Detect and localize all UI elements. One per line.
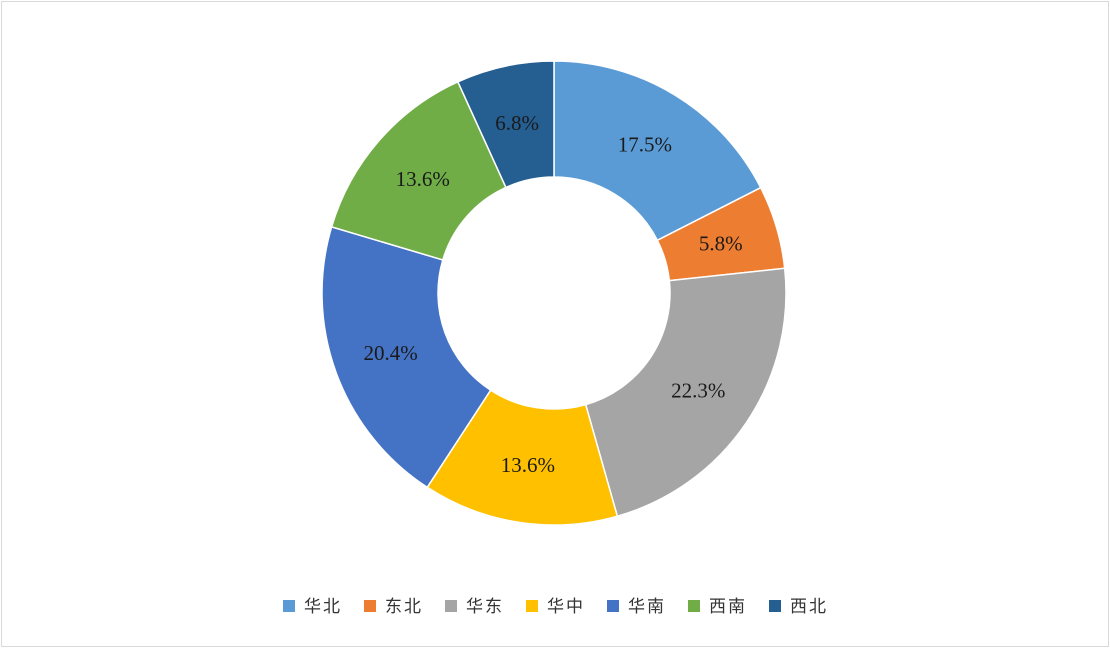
legend-label-3: 华东 <box>466 597 504 617</box>
legend-item-7: 西北 <box>769 597 828 617</box>
legend-item-5: 华南 <box>607 597 666 617</box>
legend-item-2: 东北 <box>364 597 423 617</box>
slice-label-2: 5.8% <box>699 231 743 255</box>
slice-7 <box>456 60 555 189</box>
slice-label-5: 20.4% <box>364 341 418 365</box>
slice-label-1: 17.5% <box>618 133 672 157</box>
legend-label-1: 华北 <box>304 597 342 617</box>
slice-label-6: 13.6% <box>396 167 450 191</box>
legend-swatch-6 <box>688 600 700 612</box>
legend-label-6: 西南 <box>709 597 747 617</box>
legend-swatch-1 <box>283 600 295 612</box>
donut-slices <box>321 60 787 526</box>
legend-swatch-3 <box>445 600 457 612</box>
legend-item-1: 华北 <box>283 597 342 617</box>
legend-item-4: 华中 <box>526 597 585 617</box>
legend-swatch-2 <box>364 600 376 612</box>
slice-label-7: 6.8% <box>495 111 539 135</box>
legend-swatch-5 <box>607 600 619 612</box>
legend: 华北 东北 华东 华中 华南 西南 西北 <box>283 597 828 617</box>
legend-label-7: 西北 <box>790 597 828 617</box>
legend-label-2: 东北 <box>385 597 423 617</box>
slice-label-3: 22.3% <box>671 378 725 402</box>
slice-3 <box>584 267 787 518</box>
legend-item-6: 西南 <box>688 597 747 617</box>
legend-item-3: 华东 <box>445 597 504 617</box>
slice-1 <box>553 60 762 242</box>
legend-label-4: 华中 <box>547 597 585 617</box>
legend-swatch-7 <box>769 600 781 612</box>
slice-5 <box>321 225 492 489</box>
legend-swatch-4 <box>526 600 538 612</box>
slice-label-4: 13.6% <box>501 453 555 477</box>
legend-label-5: 华南 <box>628 597 666 617</box>
slice-labels: 17.5% 5.8% 22.3% 13.6% 20.4% 13.6% 6.8% <box>364 111 743 477</box>
